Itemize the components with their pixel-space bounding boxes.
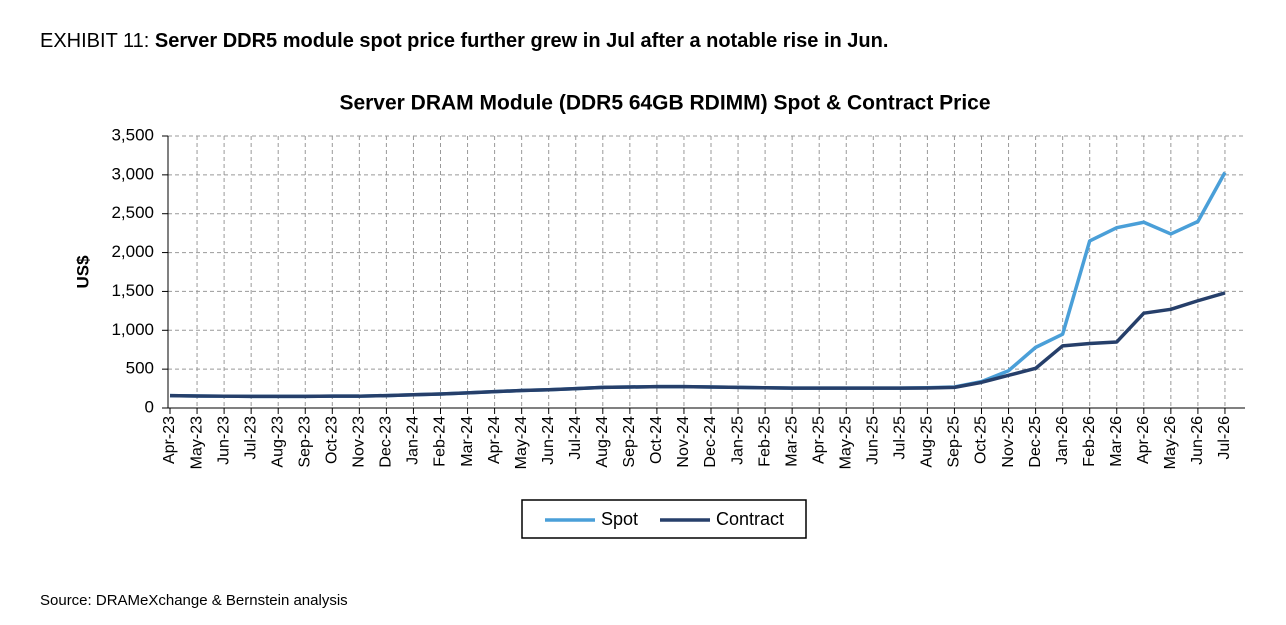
x-tick-label: Jun-23: [215, 416, 232, 465]
x-tick-label: Dec-25: [1027, 416, 1044, 468]
x-tick-label: Feb-25: [756, 416, 773, 467]
y-tick-label: 3,500: [111, 125, 154, 144]
y-tick-label: 500: [126, 359, 154, 378]
chart-title: Server DRAM Module (DDR5 64GB RDIMM) Spo…: [339, 92, 990, 115]
x-tick-label: Jul-25: [892, 416, 909, 460]
x-tick-label: Sep-23: [296, 416, 313, 468]
x-tick-label: Jun-24: [540, 416, 557, 465]
header: EXHIBIT 11: Server DDR5 module spot pric…: [40, 30, 888, 52]
source: Source: DRAMeXchange & Bernstein analysi…: [40, 592, 348, 609]
x-tick-label: Jan-25: [729, 416, 746, 465]
x-tick-label: Nov-23: [351, 416, 368, 468]
x-tick-label: May-24: [513, 416, 530, 469]
y-tick-label: 1,000: [111, 320, 154, 339]
x-tick-label: Jan-26: [1054, 416, 1071, 465]
y-tick-label: 1,500: [111, 281, 154, 300]
x-tick-label: Apr-23: [161, 416, 178, 464]
y-tick-label: 2,500: [111, 203, 154, 222]
x-tick-label: Feb-26: [1081, 416, 1098, 467]
x-tick-label: Jul-24: [567, 416, 584, 460]
y-tick-label: 3,000: [111, 164, 154, 183]
x-tick-label: Dec-23: [378, 416, 395, 468]
legend-label: Spot: [601, 509, 638, 529]
x-tick-label: Aug-23: [269, 416, 286, 468]
x-tick-label: Feb-24: [432, 416, 449, 467]
x-tick-label: Dec-24: [702, 416, 719, 468]
x-tick-label: Mar-26: [1108, 416, 1125, 467]
x-tick-label: Jul-23: [242, 416, 259, 460]
x-tick-label: Oct-23: [324, 416, 341, 464]
x-tick-label: Mar-25: [783, 416, 800, 467]
series-line: [169, 171, 1227, 399]
x-tick-label: Aug-24: [594, 416, 611, 468]
x-tick-label: Jun-26: [1189, 416, 1206, 465]
x-tick-label: Nov-25: [1000, 416, 1017, 468]
x-tick-label: Apr-25: [810, 416, 827, 464]
legend-label: Contract: [716, 509, 784, 529]
x-tick-label: May-25: [837, 416, 854, 469]
x-tick-label: Apr-26: [1135, 416, 1152, 464]
x-tick-label: Jul-26: [1216, 416, 1233, 460]
x-tick-label: Oct-25: [973, 416, 990, 464]
y-tick-label: 0: [145, 397, 154, 416]
x-tick-label: May-26: [1162, 416, 1179, 469]
exhibit-label: EXHIBIT 11:: [40, 30, 149, 52]
x-tick-label: Sep-25: [946, 416, 963, 468]
y-tick-label: 2,000: [111, 242, 154, 261]
x-tick-label: Apr-24: [486, 416, 503, 464]
x-tick-label: Jun-25: [865, 416, 882, 465]
x-tick-label: Oct-24: [648, 416, 665, 464]
x-tick-label: Sep-24: [621, 416, 638, 468]
headline: Server DDR5 module spot price further gr…: [155, 30, 889, 52]
series-line: [169, 291, 1226, 399]
x-tick-label: Nov-24: [675, 416, 692, 468]
x-tick-label: May-23: [188, 416, 205, 469]
x-tick-label: Aug-25: [919, 416, 936, 468]
y-axis-label: US$: [73, 255, 92, 289]
x-tick-label: Jan-24: [405, 416, 422, 465]
x-tick-label: Mar-24: [459, 416, 476, 467]
